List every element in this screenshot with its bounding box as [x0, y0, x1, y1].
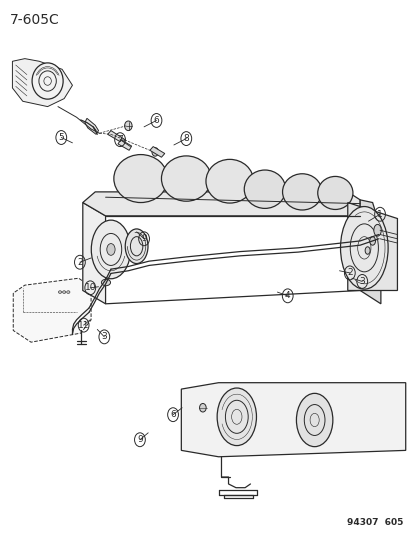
Text: 3: 3: [358, 277, 364, 286]
Ellipse shape: [317, 176, 352, 209]
Ellipse shape: [152, 148, 158, 156]
Ellipse shape: [32, 63, 63, 99]
Polygon shape: [83, 203, 105, 304]
Text: 6: 6: [170, 410, 176, 419]
Text: 1: 1: [376, 210, 382, 219]
Polygon shape: [118, 140, 131, 150]
Ellipse shape: [364, 247, 369, 254]
Ellipse shape: [124, 121, 132, 131]
Ellipse shape: [244, 170, 285, 208]
Text: 94307  605: 94307 605: [347, 518, 403, 527]
Text: 10: 10: [84, 284, 96, 292]
Text: 7-605C: 7-605C: [10, 13, 60, 27]
Ellipse shape: [114, 155, 167, 203]
Text: 11: 11: [78, 321, 89, 329]
Text: 2: 2: [77, 258, 83, 266]
Ellipse shape: [216, 388, 256, 446]
Polygon shape: [347, 203, 396, 290]
Text: 9: 9: [141, 235, 147, 243]
Text: 2: 2: [346, 269, 352, 277]
Ellipse shape: [282, 174, 321, 210]
Polygon shape: [107, 131, 125, 143]
Polygon shape: [85, 118, 98, 134]
Ellipse shape: [339, 206, 387, 289]
Polygon shape: [12, 59, 72, 107]
Text: 5: 5: [58, 133, 64, 142]
Ellipse shape: [125, 229, 148, 263]
Ellipse shape: [206, 159, 253, 203]
Text: 3: 3: [101, 333, 107, 341]
Ellipse shape: [107, 244, 115, 255]
Ellipse shape: [58, 291, 62, 294]
Polygon shape: [181, 383, 405, 457]
Text: 9: 9: [137, 435, 142, 444]
Polygon shape: [83, 192, 359, 216]
Ellipse shape: [296, 393, 332, 447]
Ellipse shape: [66, 291, 70, 294]
Ellipse shape: [161, 156, 211, 201]
Polygon shape: [359, 200, 380, 304]
Ellipse shape: [373, 224, 380, 236]
Ellipse shape: [369, 237, 375, 245]
Text: 7: 7: [117, 135, 123, 144]
Ellipse shape: [62, 291, 66, 294]
Text: 8: 8: [183, 134, 189, 143]
Text: 6: 6: [153, 116, 159, 125]
Polygon shape: [13, 278, 91, 342]
Ellipse shape: [101, 279, 110, 286]
Ellipse shape: [91, 220, 131, 279]
Polygon shape: [150, 147, 164, 157]
Text: 4: 4: [284, 292, 290, 300]
Ellipse shape: [199, 403, 206, 412]
